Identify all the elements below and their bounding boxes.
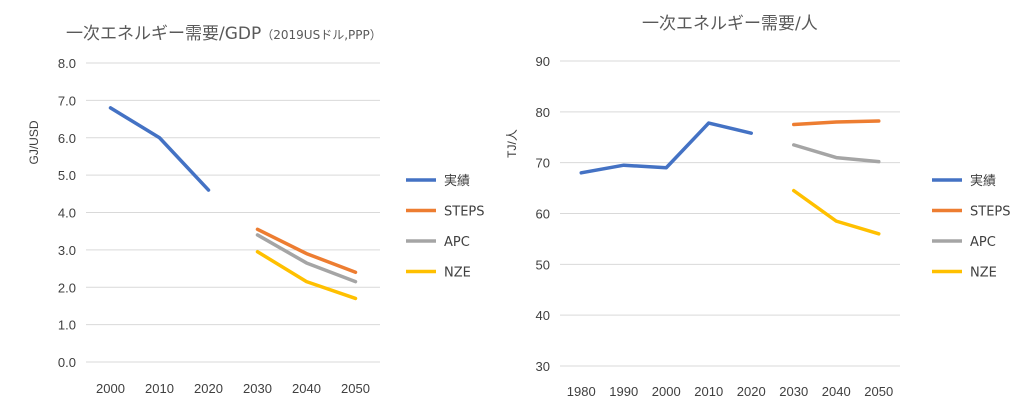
chart-per-capita: 一次エネルギー需要/人 30 40 50 60 70 80 90 1980 1990 2000 20…	[500, 0, 1024, 412]
x-tick-label: 2050	[864, 384, 893, 399]
x-tick-label: 2020	[194, 381, 223, 396]
y-tick-label: 3.0	[58, 243, 76, 258]
y-tick-label: 40	[536, 308, 550, 323]
y-tick-label: 5.0	[58, 168, 76, 183]
y-tick-label: 1.0	[58, 318, 76, 333]
y-tick-label: 60	[536, 207, 550, 222]
series-line	[792, 119, 881, 127]
legend-label: STEPS	[970, 205, 1011, 220]
chart-title: 一次エネルギー需要/GDP（2019USドル,PPP）	[66, 19, 382, 44]
x-tick-label: 2000	[652, 384, 681, 399]
y-axis-label: TJ/人	[505, 129, 519, 158]
legend-label: NZE	[970, 266, 997, 281]
series-line	[108, 106, 211, 192]
legend-label: APC	[970, 235, 996, 250]
y-tick-label: 30	[536, 359, 550, 374]
chart-title-main: 一次エネルギー需要/GDP	[66, 24, 262, 44]
x-tick-label: 2000	[96, 381, 125, 396]
x-tick-label: 1990	[609, 384, 638, 399]
chart-gdp-intensity: 一次エネルギー需要/GDP（2019USドル,PPP） 0.0 1.0 2.0 3.0…	[0, 0, 490, 412]
chart-plot: 0.0 1.0 2.0 3.0 4.0 5.0 6.0 7.0 8.0 2000 2010 2020 2…	[27, 56, 485, 396]
x-tick-label: 2010	[145, 381, 174, 396]
chart-title-note: （2019USドル,PPP）	[261, 28, 382, 42]
series-line	[255, 249, 358, 301]
y-axis-label: GJ/USD	[27, 120, 41, 164]
x-tick-label: 1980	[567, 384, 596, 399]
x-tick-label: 2020	[737, 384, 766, 399]
series-line	[579, 121, 753, 175]
y-tick-label: 80	[536, 105, 550, 120]
series-line	[255, 233, 358, 284]
y-tick-label: 6.0	[58, 131, 76, 146]
x-tick-label: 2050	[341, 381, 370, 396]
y-tick-label: 2.0	[58, 280, 76, 295]
y-tick-label: 8.0	[58, 56, 76, 71]
legend-label: 実績	[970, 173, 996, 189]
x-tick-label: 2030	[243, 381, 272, 396]
y-tick-label: 4.0	[58, 206, 76, 221]
chart-title-main: 一次エネルギー需要/人	[642, 14, 818, 34]
legend-label: STEPS	[444, 205, 485, 220]
legend-label: 実績	[444, 173, 470, 189]
y-tick-label: 70	[536, 156, 550, 171]
chart-plot: 30 40 50 60 70 80 90 1980 1990 2000 2010 2020 2030 20…	[505, 54, 1011, 399]
x-tick-label: 2010	[694, 384, 723, 399]
series-line	[792, 143, 881, 164]
x-tick-label: 2040	[292, 381, 321, 396]
series-line	[255, 227, 358, 275]
y-tick-label: 0.0	[58, 355, 76, 370]
y-tick-label: 90	[536, 54, 550, 69]
legend-label: NZE	[444, 266, 471, 281]
y-tick-label: 7.0	[58, 93, 76, 108]
series-line	[792, 188, 881, 236]
y-tick-label: 50	[536, 257, 550, 272]
legend-label: APC	[444, 235, 470, 250]
x-tick-label: 2040	[822, 384, 851, 399]
x-tick-label: 2030	[779, 384, 808, 399]
chart-title: 一次エネルギー需要/人	[642, 9, 818, 34]
